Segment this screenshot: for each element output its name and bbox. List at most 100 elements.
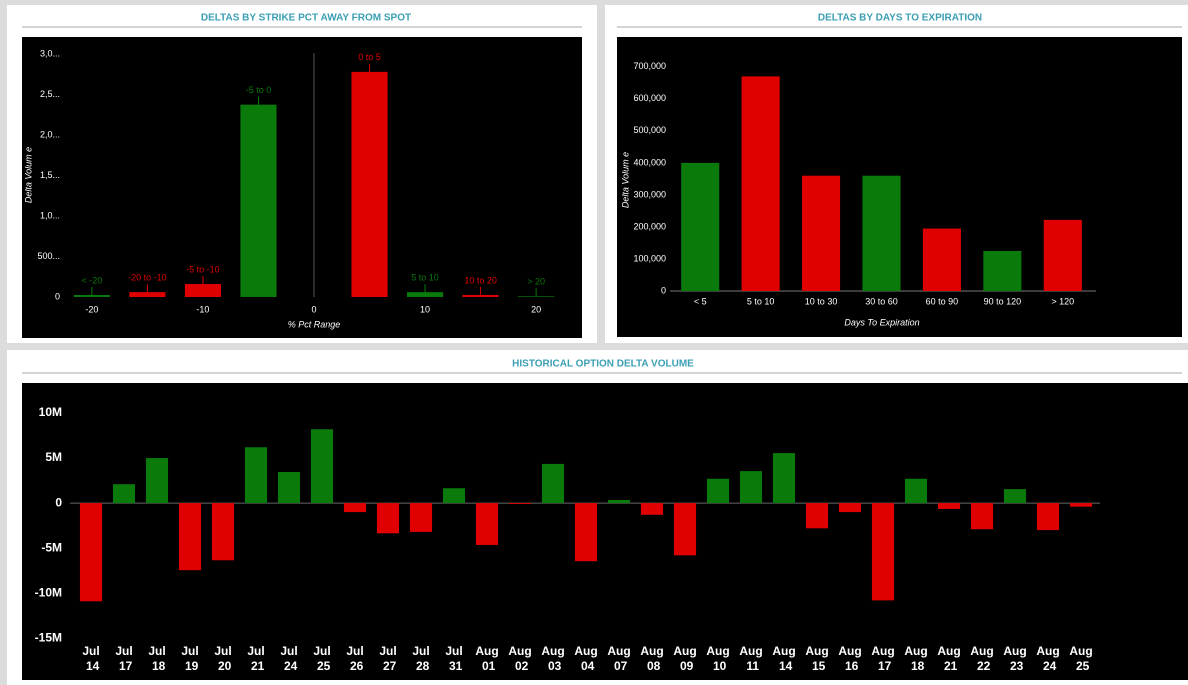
bar: [862, 175, 901, 291]
y-tick-label: 100,000: [633, 253, 666, 263]
x-tick-label: Aug 10: [706, 644, 729, 673]
x-tick-label: Jul 14: [82, 644, 99, 673]
x-tick-label: Jul 31: [445, 644, 462, 673]
x-tick-label: Aug 24: [1036, 644, 1059, 673]
x-tick-label: Aug 14: [772, 644, 795, 673]
bar: [1043, 219, 1082, 291]
bar-label: -5 to 0: [246, 85, 272, 95]
x-tick-label: -20: [85, 304, 98, 314]
x-tick-label: Aug 18: [904, 644, 927, 673]
y-tick-label: 3,0...: [40, 48, 60, 58]
x-tick-label: Aug 08: [640, 644, 663, 673]
x-axis-label: Days To Expiration: [844, 317, 919, 327]
bar: [351, 71, 388, 297]
bar: [871, 503, 895, 601]
x-tick-label: Aug 17: [871, 644, 894, 673]
y-axis-label: Delta Volum e: [23, 147, 33, 203]
x-tick-label: 30 to 60: [865, 296, 898, 306]
y-tick-label: 0: [55, 495, 62, 509]
x-tick-label: > 120: [1051, 296, 1074, 306]
y-tick-label: -5M: [41, 540, 62, 554]
bar: [508, 503, 532, 504]
bar: [475, 503, 499, 545]
bar: [772, 453, 796, 504]
x-tick-label: Aug 11: [739, 644, 762, 673]
y-tick-label: 2,0...: [40, 129, 60, 139]
bar: [983, 250, 1022, 291]
x-tick-label: Jul 20: [214, 644, 231, 673]
y-tick-label: 300,000: [633, 189, 666, 199]
bar: [937, 503, 961, 509]
y-tick-label: 0: [661, 285, 666, 295]
chart-title: HISTORICAL OPTION DELTA VOLUME: [512, 359, 694, 370]
x-tick-label: < 5: [694, 296, 707, 306]
bar: [802, 175, 841, 291]
x-tick-label: Aug 03: [541, 644, 564, 673]
bar-label: > 20: [527, 277, 545, 287]
x-axis-label: % Pct Range: [288, 319, 341, 329]
bar: [73, 294, 110, 297]
x-tick-label: Jul 17: [115, 644, 132, 673]
bar: [343, 503, 367, 513]
x-tick-label: Aug 02: [508, 644, 531, 673]
x-tick-label: Aug 25: [1069, 644, 1092, 673]
chart-title: DELTAS BY STRIKE PCT AWAY FROM SPOT: [201, 13, 411, 24]
y-tick-label: 5M: [45, 450, 62, 464]
bar-label: 0 to 5: [358, 52, 381, 62]
bar: [970, 503, 994, 530]
bar: [838, 503, 862, 513]
x-tick-label: 10 to 30: [805, 296, 838, 306]
bar: [112, 484, 136, 504]
x-tick-label: 90 to 120: [984, 296, 1022, 306]
bar: [640, 503, 664, 515]
x-tick-label: Aug 21: [937, 644, 960, 673]
y-tick-label: 400,000: [633, 157, 666, 167]
y-tick-label: 10M: [39, 405, 62, 419]
bar-label: -5 to -10: [186, 264, 220, 274]
chart-title: DELTAS BY DAYS TO EXPIRATION: [818, 13, 982, 24]
bar: [376, 503, 400, 534]
y-tick-label: -15M: [35, 630, 62, 644]
bar: [178, 503, 202, 571]
bar: [310, 429, 334, 504]
bar: [706, 478, 730, 504]
y-tick-label: 0: [55, 291, 60, 301]
x-tick-label: 10: [420, 304, 430, 314]
bar: [673, 503, 697, 556]
x-tick-label: Jul 27: [379, 644, 396, 673]
x-tick-label: Jul 21: [247, 644, 264, 673]
bar: [407, 292, 444, 297]
bar: [145, 458, 169, 504]
bar-label: < -20: [81, 275, 102, 285]
y-tick-label: 500,000: [633, 125, 666, 135]
x-tick-label: Aug 22: [970, 644, 993, 673]
x-tick-label: 60 to 90: [926, 296, 959, 306]
x-tick-label: Jul 25: [313, 644, 330, 673]
x-tick-label: -10: [196, 304, 209, 314]
x-tick-label: Aug 01: [475, 644, 498, 673]
bar: [922, 228, 961, 291]
bar: [240, 104, 277, 297]
x-tick-label: Aug 23: [1003, 644, 1026, 673]
bar-label: 10 to 20: [464, 275, 497, 285]
x-tick-label: Jul 24: [280, 644, 297, 673]
y-tick-label: 1,0...: [40, 210, 60, 220]
x-tick-label: Jul 19: [181, 644, 198, 673]
x-tick-label: Aug 16: [838, 644, 861, 673]
bar: [607, 499, 631, 504]
bar: [409, 503, 433, 532]
bar: [805, 503, 829, 529]
bar: [1069, 503, 1093, 507]
x-tick-label: 20: [531, 304, 541, 314]
y-tick-label: 700,000: [633, 61, 666, 71]
y-axis-label: Delta Volum e: [620, 152, 630, 208]
bar: [211, 503, 235, 561]
bar: [79, 503, 103, 602]
y-tick-label: -10M: [35, 585, 62, 599]
bar: [462, 294, 499, 297]
bar: [129, 292, 166, 297]
bar: [518, 296, 555, 297]
x-tick-label: Aug 15: [805, 644, 828, 673]
bar: [1036, 503, 1060, 531]
